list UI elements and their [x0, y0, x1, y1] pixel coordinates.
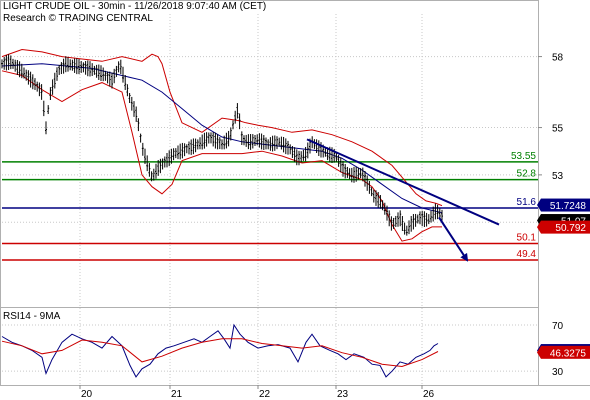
price-tag-box — [541, 220, 590, 234]
x-tick-label: 20 — [81, 389, 93, 400]
rsi-ma-line — [1, 338, 439, 368]
chart-copyright: Research © TRADING CENTRAL — [3, 13, 153, 24]
price-tag-pointer — [537, 198, 541, 212]
bollinger-lower-line — [1, 70, 442, 242]
price-tag-label: 51.7248 — [550, 201, 587, 212]
rsi-title: RSI14 - 9MA — [3, 311, 61, 322]
chart-frame — [0, 0, 539, 386]
rsi-tag-label: 46.3275 — [550, 348, 587, 359]
price-tag-pointer — [537, 220, 541, 234]
y-tick-label: 53 — [552, 171, 564, 182]
resistance-trendline — [306, 138, 500, 226]
level-label: 50.1 — [517, 232, 537, 243]
level-label: 53.55 — [511, 151, 536, 162]
chart-title: LIGHT CRUDE OIL - 30min - 11/26/2018 9:0… — [3, 1, 267, 12]
x-tick-label: 21 — [171, 389, 183, 400]
forecast-arrow — [438, 216, 469, 262]
rsi-tag-pointer — [537, 345, 541, 359]
y-tick-label: 55 — [552, 124, 564, 135]
level-label: 49.4 — [517, 249, 537, 260]
x-tick-label: 22 — [259, 389, 271, 400]
rsi-tag-box — [541, 345, 590, 359]
rsi-y-tick-label: 70 — [552, 321, 564, 332]
rsi-y-tick-label: 30 — [552, 367, 564, 378]
x-tick-label: 23 — [337, 389, 349, 400]
x-tick-label: 26 — [423, 389, 435, 400]
level-label: 51.6 — [517, 197, 537, 208]
level-label: 52.8 — [517, 169, 537, 180]
bollinger-upper-line — [1, 48, 443, 207]
moving-average-line — [1, 63, 443, 214]
y-tick-label: 58 — [552, 53, 564, 64]
price-tag-box — [541, 198, 590, 212]
price-tag-label: 50.792 — [555, 223, 586, 234]
rsi-line — [1, 323, 439, 378]
